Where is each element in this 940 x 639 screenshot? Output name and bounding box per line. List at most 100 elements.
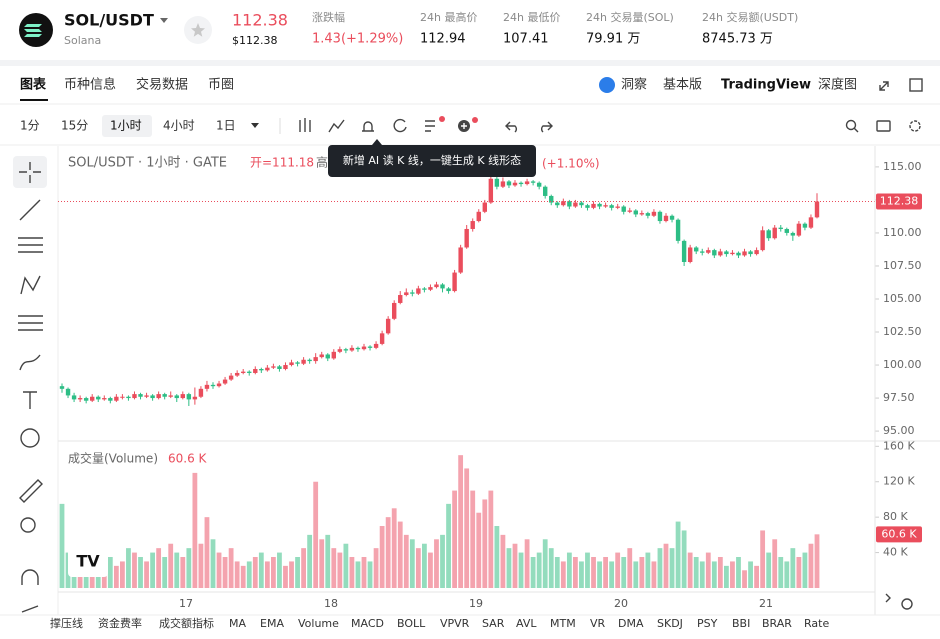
volume-bar bbox=[452, 490, 457, 588]
fib-tool[interactable] bbox=[18, 237, 43, 253]
view-tab[interactable]: 深度图 bbox=[818, 77, 857, 93]
interval[interactable]: 1日 bbox=[216, 119, 236, 133]
view-tab[interactable]: 洞察 bbox=[621, 78, 647, 93]
indicator[interactable]: 撑压线 bbox=[50, 616, 83, 630]
candle-type-icon[interactable] bbox=[299, 118, 311, 132]
dropdown[interactable] bbox=[160, 18, 168, 23]
volume-bar bbox=[597, 561, 602, 588]
interval[interactable]: 4小时 bbox=[163, 119, 195, 133]
volume-bar bbox=[283, 565, 288, 588]
candle-body bbox=[216, 383, 222, 387]
magnet-tool[interactable] bbox=[21, 569, 39, 585]
tab[interactable]: 币种信息 bbox=[64, 77, 116, 93]
indicator[interactable]: EMA bbox=[260, 617, 284, 630]
crosshair-tool[interactable] bbox=[19, 162, 41, 183]
candle-body bbox=[651, 211, 657, 216]
volume-bar bbox=[113, 565, 119, 588]
candle-body bbox=[573, 202, 578, 207]
redo-icon[interactable] bbox=[541, 121, 553, 133]
candle-body bbox=[385, 318, 391, 334]
brush-tool[interactable] bbox=[19, 354, 41, 371]
indicator[interactable]: Rate bbox=[804, 617, 829, 630]
candle-body bbox=[277, 366, 282, 370]
candle-body bbox=[373, 343, 379, 348]
volume-bar bbox=[337, 552, 343, 588]
undo-icon[interactable] bbox=[505, 121, 517, 133]
volume-bar bbox=[536, 552, 542, 588]
volume-bar bbox=[790, 548, 796, 588]
indicator[interactable]: PSY bbox=[697, 617, 718, 630]
last-price-badge bbox=[876, 193, 922, 210]
chart-settings[interactable] bbox=[901, 598, 913, 610]
interval[interactable]: 15分 bbox=[61, 119, 88, 133]
price: 112.38 bbox=[232, 11, 288, 30]
indicator[interactable]: AVL bbox=[516, 617, 537, 630]
alert-icon[interactable] bbox=[362, 121, 374, 132]
volume-bar bbox=[307, 534, 313, 588]
candle-body bbox=[228, 375, 234, 380]
pattern-tool[interactable] bbox=[20, 275, 41, 295]
indicator[interactable]: DMA bbox=[618, 617, 644, 630]
indicator[interactable]: MACD bbox=[351, 617, 384, 630]
tab[interactable]: 币圈 bbox=[208, 78, 234, 93]
candle-body bbox=[174, 395, 179, 399]
indicator[interactable]: MA bbox=[229, 617, 246, 630]
view-tab[interactable]: 基本版 bbox=[663, 78, 702, 93]
camera-icon[interactable] bbox=[876, 120, 891, 132]
window-icon[interactable] bbox=[909, 78, 923, 92]
candle-body bbox=[470, 221, 475, 229]
interval[interactable]: 1分 bbox=[20, 119, 40, 133]
indicator[interactable]: MTM bbox=[550, 617, 576, 630]
indicator[interactable]: BBI bbox=[732, 617, 750, 630]
volume-title: 成交量(Volume) bbox=[68, 451, 158, 466]
fullscreen-icon[interactable] bbox=[879, 81, 889, 91]
interval[interactable]: 1小时 bbox=[110, 119, 142, 133]
tab[interactable]: 图表 bbox=[20, 77, 47, 93]
candle-body bbox=[404, 292, 409, 296]
candle-body bbox=[706, 250, 711, 253]
indicator[interactable]: BRAR bbox=[762, 617, 792, 630]
emoji-tool[interactable] bbox=[20, 428, 40, 448]
scroll-right[interactable] bbox=[885, 593, 891, 603]
zoom-tool[interactable] bbox=[20, 517, 36, 533]
candle-body bbox=[645, 213, 651, 216]
indicator[interactable]: SAR bbox=[482, 617, 505, 630]
volume-bar bbox=[784, 561, 790, 588]
candle-body bbox=[156, 394, 161, 399]
ruler-tool[interactable] bbox=[19, 479, 43, 503]
replay-icon[interactable] bbox=[393, 118, 407, 133]
indicator-icon[interactable] bbox=[328, 119, 345, 133]
candle-body bbox=[90, 396, 95, 401]
search-icon[interactable] bbox=[845, 119, 857, 131]
settings-icon[interactable] bbox=[909, 120, 921, 132]
volume-bar bbox=[126, 548, 131, 588]
badge bbox=[439, 116, 445, 122]
view-tab[interactable]: TradingView bbox=[721, 78, 811, 93]
indicator[interactable]: 资金费率 bbox=[98, 616, 142, 630]
volume-bar bbox=[772, 539, 778, 588]
candle-body bbox=[186, 394, 192, 400]
candle-body bbox=[440, 284, 445, 289]
lock-tool[interactable] bbox=[21, 605, 39, 613]
trendline-tool[interactable] bbox=[19, 199, 41, 221]
indicator[interactable]: VPVR bbox=[440, 617, 470, 630]
template-icon[interactable] bbox=[425, 120, 435, 132]
candle-body bbox=[778, 227, 783, 229]
y-tick-label: 160 K bbox=[883, 439, 915, 452]
candle-body bbox=[416, 288, 421, 294]
volume-bar bbox=[802, 552, 808, 588]
projection-tool[interactable] bbox=[18, 315, 43, 331]
indicator[interactable]: 成交额指标 bbox=[159, 616, 214, 630]
volume-bar bbox=[681, 530, 687, 588]
interval-dropdown[interactable] bbox=[251, 123, 259, 128]
text-tool[interactable] bbox=[23, 391, 37, 409]
volume-bar bbox=[168, 543, 174, 588]
indicator[interactable]: BOLL bbox=[397, 617, 426, 630]
candle-body bbox=[790, 232, 796, 236]
tab[interactable]: 交易数据 bbox=[136, 77, 188, 93]
indicator[interactable]: VR bbox=[590, 617, 606, 630]
candle-body bbox=[518, 182, 524, 185]
indicator[interactable]: Volume bbox=[298, 617, 339, 630]
indicator[interactable]: SKDJ bbox=[657, 617, 683, 630]
